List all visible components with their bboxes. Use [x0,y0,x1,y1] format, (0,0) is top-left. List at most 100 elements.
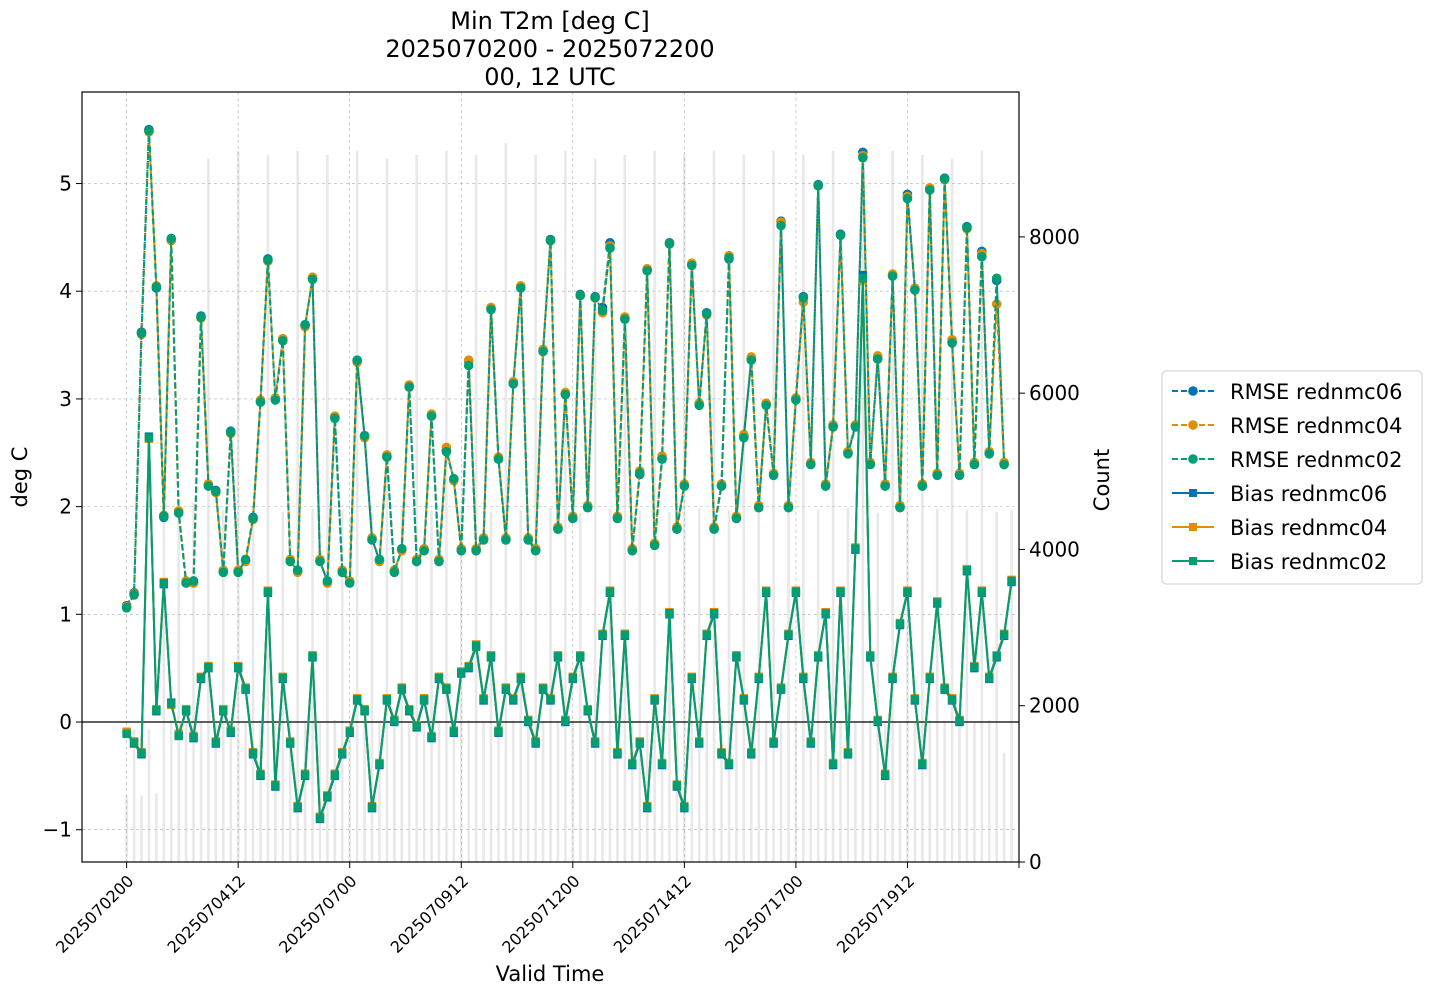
series-point-5 [791,587,801,596]
series-point-2 [865,459,876,470]
series-point-5 [821,609,830,618]
series-point-5 [412,722,421,731]
series-point-5 [196,673,206,683]
count-bar [608,508,612,862]
series-point-2 [895,502,905,513]
count-bar [445,150,448,862]
count-bar [489,511,493,862]
series-point-5 [263,587,273,596]
count-bar [147,729,151,862]
series-point-2 [664,239,675,249]
count-bar [839,721,842,862]
count-bar [512,720,515,862]
series-point-2 [553,524,563,535]
series-point-2 [396,543,407,554]
series-point-1 [991,299,1002,309]
count-bar [504,143,508,862]
series-point-5 [449,727,459,736]
series-point-2 [887,271,898,281]
series-point-5 [903,587,912,596]
series-layer [121,124,1016,824]
series-point-2 [471,545,481,556]
count-bar [132,729,136,862]
series-point-5 [538,684,548,693]
count-bar [296,150,299,862]
series-point-5 [873,716,882,726]
series-point-5 [598,630,607,639]
series-point-5 [880,770,890,779]
series-point-2 [686,260,697,271]
series-point-5 [999,630,1009,639]
series-point-2 [255,397,266,407]
series-point-5 [895,619,905,629]
y-tick-label: 4 [59,279,72,303]
series-point-5 [650,695,659,704]
series-point-2 [307,274,318,285]
count-bar [727,510,731,862]
series-point-2 [783,502,794,513]
series-point-2 [724,253,734,263]
count-bar [326,154,329,862]
series-point-2 [196,312,206,322]
series-point-5 [494,727,503,736]
count-bar [556,722,560,862]
series-point-5 [271,781,280,790]
count-bar [638,510,642,862]
series-point-5 [947,695,957,704]
series-point-5 [754,673,763,683]
count-bar [705,722,708,862]
series-point-5 [323,792,332,801]
series-point-2 [843,449,853,459]
series-point-5 [553,652,563,661]
count-bar [155,793,158,862]
series-point-5 [256,770,265,779]
count-bar [668,511,671,862]
series-point-5 [360,705,369,715]
count-bar [333,719,337,862]
y-tick-label: 0 [59,710,72,734]
series-point-5 [427,732,436,742]
count-bar [430,510,433,862]
count-bar [995,511,998,862]
series-point-2 [188,576,199,586]
series-point-2 [761,400,771,411]
count-bar [802,154,805,862]
count-bar [311,508,314,862]
count-bar [355,150,359,862]
series-point-2 [493,454,504,465]
series-point-5 [546,695,555,704]
count-bar [735,721,738,862]
count-bar [437,720,441,862]
count-bar [303,721,307,862]
series-point-2 [270,395,281,405]
count-bar [385,158,389,862]
series-point-2 [159,511,169,522]
y-tick-label: 2 [59,495,72,519]
series-point-2 [166,233,177,244]
series-point-5 [345,727,354,736]
count-bar [244,721,247,862]
series-point-2 [315,556,325,567]
series-point-5 [732,652,741,661]
count-bar [593,158,597,862]
series-point-2 [746,355,757,365]
series-point-5 [152,705,161,715]
series-point-2 [523,535,533,545]
series-point-5 [211,738,221,747]
series-point-2 [977,251,987,262]
series-point-2 [359,430,370,441]
series-point-2 [344,578,355,588]
series-point-2 [248,513,258,524]
series-point-5 [181,705,191,715]
series-point-5 [680,802,689,812]
series-point-5 [352,695,362,704]
series-point-5 [308,652,317,661]
count-bar [348,721,352,862]
series-point-2 [910,285,920,295]
series-point-5 [486,652,496,661]
count-bar [883,720,887,862]
count-bar [274,722,277,862]
series-point-5 [516,673,525,683]
count-bar [259,719,262,862]
count-bar [177,518,180,862]
